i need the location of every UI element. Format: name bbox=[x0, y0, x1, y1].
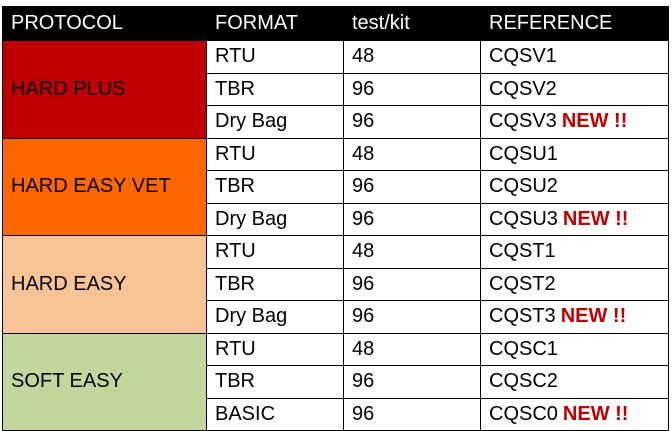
reference-code: CQST3 bbox=[489, 305, 556, 328]
reference-cell: CQSC2 bbox=[480, 365, 669, 399]
reference-cell: CQSV1 bbox=[480, 40, 669, 74]
format-cell: RTU bbox=[206, 137, 344, 171]
table-row: BASIC 96 CQSC0 NEW !! bbox=[3, 397, 669, 431]
reference-cell: CQSC0 NEW !! bbox=[480, 397, 669, 431]
tests-per-kit-cell: 96 bbox=[343, 202, 481, 236]
header-tests-per-kit: test/kit bbox=[343, 6, 481, 41]
reference-cell: CQSV2 bbox=[480, 72, 669, 106]
table-row: HARD EASY RTU 48 CQST1 bbox=[2, 235, 669, 334]
reference-code: CQSU3 bbox=[489, 207, 558, 230]
format-cell: Dry Bag bbox=[206, 300, 344, 334]
table-row: HARD PLUS RTU 48 CQSV1 bbox=[2, 40, 669, 139]
table-row: HARD EASY VET RTU 48 CQSU1 bbox=[2, 137, 669, 236]
format-cell: RTU bbox=[206, 235, 344, 269]
reference-code: CQSC1 bbox=[489, 337, 558, 360]
new-badge: NEW !! bbox=[562, 402, 629, 425]
format-cell: TBR bbox=[206, 72, 344, 106]
table-row: TBR 96 CQSV2 bbox=[3, 72, 669, 106]
tests-per-kit-cell: 48 bbox=[343, 137, 481, 171]
reference-code: CQSU1 bbox=[489, 142, 558, 165]
format-cell: TBR bbox=[206, 267, 344, 301]
tests-per-kit-cell: 96 bbox=[343, 105, 481, 139]
reference-cell: CQSV3 NEW !! bbox=[480, 105, 669, 139]
tests-per-kit-cell: 48 bbox=[343, 235, 481, 269]
protocol-cell: HARD PLUS bbox=[2, 40, 207, 139]
format-cell: Dry Bag bbox=[206, 202, 344, 236]
tests-per-kit-cell: 96 bbox=[343, 267, 481, 301]
format-cell: RTU bbox=[206, 332, 344, 366]
tests-per-kit-cell: 48 bbox=[343, 332, 481, 366]
protocol-cell: HARD EASY VET bbox=[2, 137, 207, 236]
tests-per-kit-cell: 96 bbox=[343, 365, 481, 399]
format-cell: RTU bbox=[206, 40, 344, 74]
table-row: TBR 96 CQSC2 bbox=[3, 365, 669, 399]
format-cell: TBR bbox=[206, 170, 344, 204]
product-table-container: PROTOCOL FORMAT test/kit REFERENCE HARD … bbox=[2, 6, 669, 431]
tests-per-kit-cell: 96 bbox=[343, 72, 481, 106]
header-row: PROTOCOL FORMAT test/kit REFERENCE bbox=[2, 6, 669, 41]
reference-code: CQSV2 bbox=[489, 77, 557, 100]
table-row: TBR 96 CQSU2 bbox=[3, 170, 669, 204]
reference-cell: CQST2 bbox=[480, 267, 669, 301]
reference-code: CQST1 bbox=[489, 240, 556, 263]
reference-code: CQSC0 bbox=[489, 402, 558, 425]
format-cell: BASIC bbox=[206, 397, 344, 431]
reference-cell: CQST1 bbox=[480, 235, 669, 269]
tests-per-kit-cell: 48 bbox=[343, 40, 481, 74]
header-format: FORMAT bbox=[206, 6, 344, 41]
reference-cell: CQSU3 NEW !! bbox=[480, 202, 669, 236]
reference-cell: CQST3 NEW !! bbox=[480, 300, 669, 334]
tests-per-kit-cell: 96 bbox=[343, 300, 481, 334]
reference-code: CQSV3 bbox=[489, 110, 557, 133]
new-badge: NEW !! bbox=[562, 207, 629, 230]
table-body: HARD PLUS RTU 48 CQSV1 TBR 96 CQSV2 Dry Bag 96 CQ… bbox=[2, 40, 669, 431]
reference-cell: CQSU1 bbox=[480, 137, 669, 171]
new-badge: NEW !! bbox=[561, 110, 628, 133]
format-cell: TBR bbox=[206, 365, 344, 399]
reference-cell: CQSC1 bbox=[480, 332, 669, 366]
format-cell: Dry Bag bbox=[206, 105, 344, 139]
table-row: SOFT EASY RTU 48 CQSC1 bbox=[2, 332, 669, 431]
reference-code: CQSV1 bbox=[489, 45, 557, 68]
tests-per-kit-cell: 96 bbox=[343, 170, 481, 204]
protocol-cell: SOFT EASY bbox=[2, 332, 207, 431]
table-row: TBR 96 CQST2 bbox=[3, 267, 669, 301]
new-badge: NEW !! bbox=[560, 305, 627, 328]
tests-per-kit-cell: 96 bbox=[343, 397, 481, 431]
header-reference: REFERENCE bbox=[480, 6, 669, 41]
protocol-cell: HARD EASY bbox=[2, 235, 207, 334]
reference-code: CQSU2 bbox=[489, 175, 558, 198]
table-row: Dry Bag 96 CQSU3 NEW !! bbox=[3, 202, 669, 236]
header-protocol: PROTOCOL bbox=[2, 6, 207, 41]
reference-code: CQST2 bbox=[489, 272, 556, 295]
table-row: Dry Bag 96 CQSV3 NEW !! bbox=[3, 105, 669, 139]
reference-code: CQSC2 bbox=[489, 370, 558, 393]
product-table: PROTOCOL FORMAT test/kit REFERENCE HARD … bbox=[2, 6, 669, 431]
reference-cell: CQSU2 bbox=[480, 170, 669, 204]
